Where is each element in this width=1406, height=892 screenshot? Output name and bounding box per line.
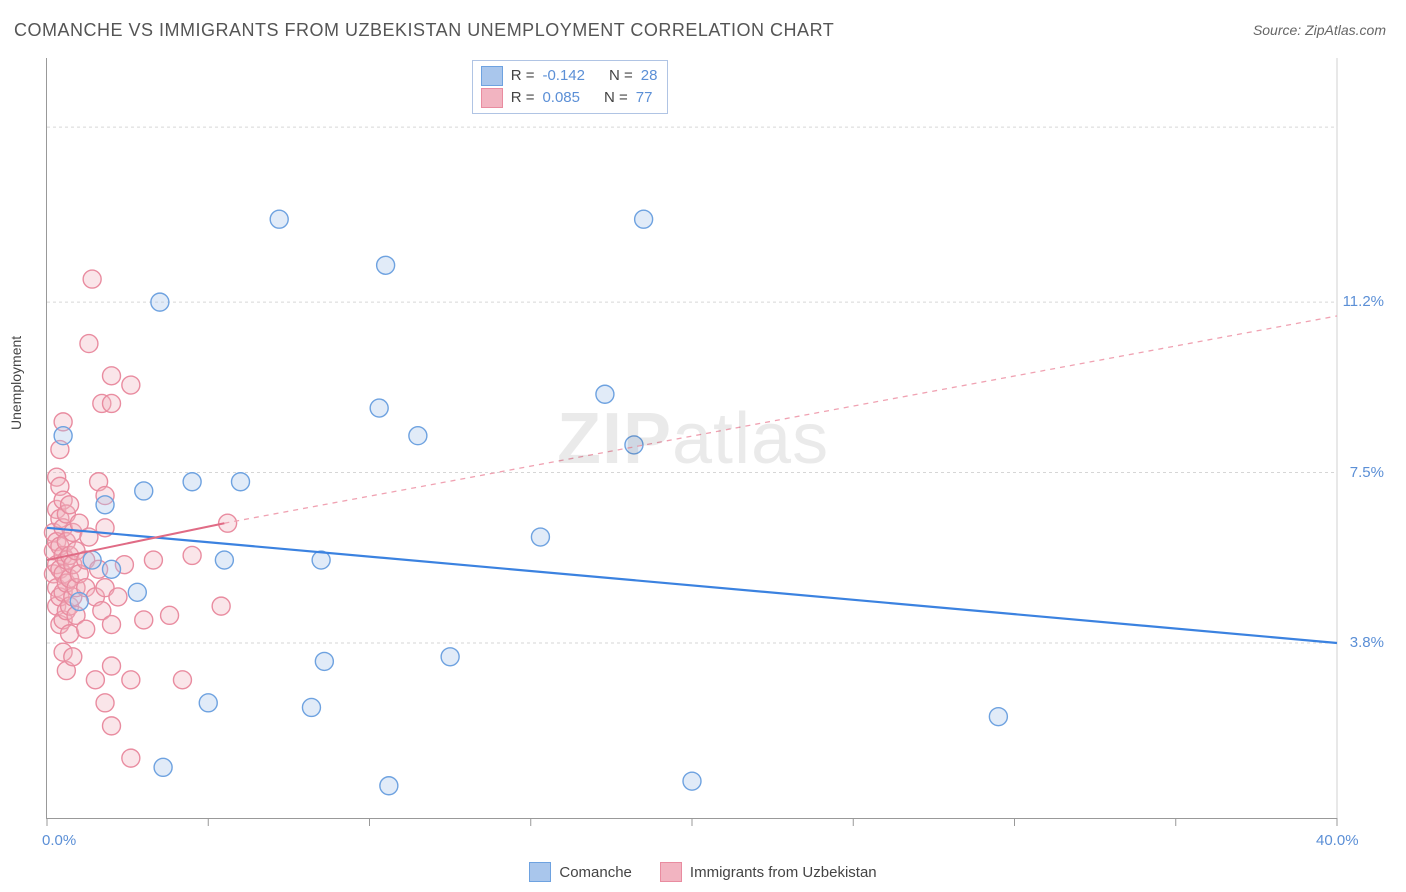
r-value-comanche: -0.142 <box>542 65 585 87</box>
legend-item-uzbekistan: Immigrants from Uzbekistan <box>660 862 877 882</box>
r-value-uzbekistan: 0.085 <box>542 87 580 109</box>
x-tick-label: 40.0% <box>1316 832 1359 849</box>
correlation-legend: R = -0.142 N = 28 R = 0.085 N = 77 <box>472 60 669 114</box>
legend-swatch-uzbekistan <box>660 862 682 882</box>
legend-row-uzbekistan: R = 0.085 N = 77 <box>481 87 658 109</box>
y-tick-label: 7.5% <box>1350 464 1384 481</box>
chart-svg <box>47 58 1337 818</box>
n-value-comanche: 28 <box>641 65 658 87</box>
source-attribution: Source: ZipAtlas.com <box>1253 22 1386 38</box>
legend-swatch-comanche <box>529 862 551 882</box>
legend-label-comanche: Comanche <box>559 864 632 881</box>
legend-label-uzbekistan: Immigrants from Uzbekistan <box>690 864 877 881</box>
legend-item-comanche: Comanche <box>529 862 632 882</box>
n-label: N = <box>604 87 628 109</box>
chart-title: COMANCHE VS IMMIGRANTS FROM UZBEKISTAN U… <box>14 20 834 41</box>
y-tick-label: 3.8% <box>1350 634 1384 651</box>
series-legend: Comanche Immigrants from Uzbekistan <box>0 862 1406 882</box>
y-axis-label: Unemployment <box>8 336 24 430</box>
r-label: R = <box>511 65 535 87</box>
y-tick-label: 11.2% <box>1343 293 1384 310</box>
r-label: R = <box>511 87 535 109</box>
n-label: N = <box>609 65 633 87</box>
x-tick-label: 0.0% <box>42 832 76 849</box>
legend-swatch-uzbekistan <box>481 88 503 108</box>
legend-swatch-comanche <box>481 66 503 86</box>
legend-row-comanche: R = -0.142 N = 28 <box>481 65 658 87</box>
chart-plot-area: ZIPatlas <box>46 58 1337 819</box>
n-value-uzbekistan: 77 <box>636 87 653 109</box>
